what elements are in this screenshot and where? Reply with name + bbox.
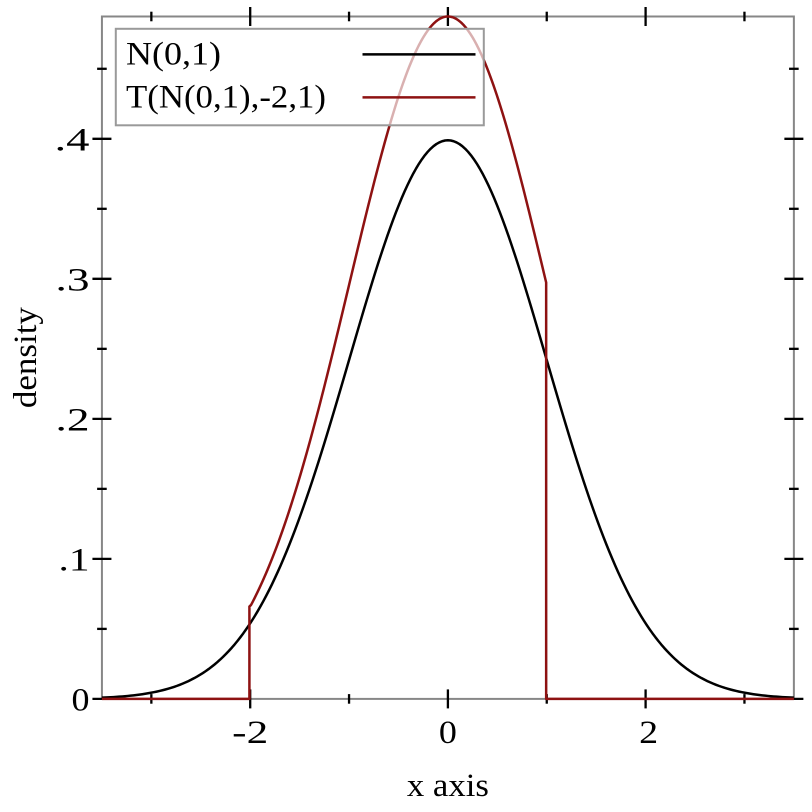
svg-text:0: 0 — [72, 682, 90, 718]
svg-text:.4: .4 — [55, 122, 90, 158]
svg-text:0: 0 — [439, 715, 457, 751]
svg-text:x axis: x axis — [407, 768, 489, 804]
svg-text:.2: .2 — [56, 402, 90, 438]
svg-text:-2: -2 — [232, 715, 268, 751]
svg-text:.1: .1 — [59, 542, 90, 578]
svg-text:2: 2 — [639, 715, 658, 751]
svg-text:T(N(0,1),-2,1): T(N(0,1),-2,1) — [126, 79, 326, 115]
svg-text:N(0,1): N(0,1) — [126, 36, 221, 72]
svg-text:density: density — [8, 307, 44, 409]
svg-text:.3: .3 — [56, 262, 90, 298]
